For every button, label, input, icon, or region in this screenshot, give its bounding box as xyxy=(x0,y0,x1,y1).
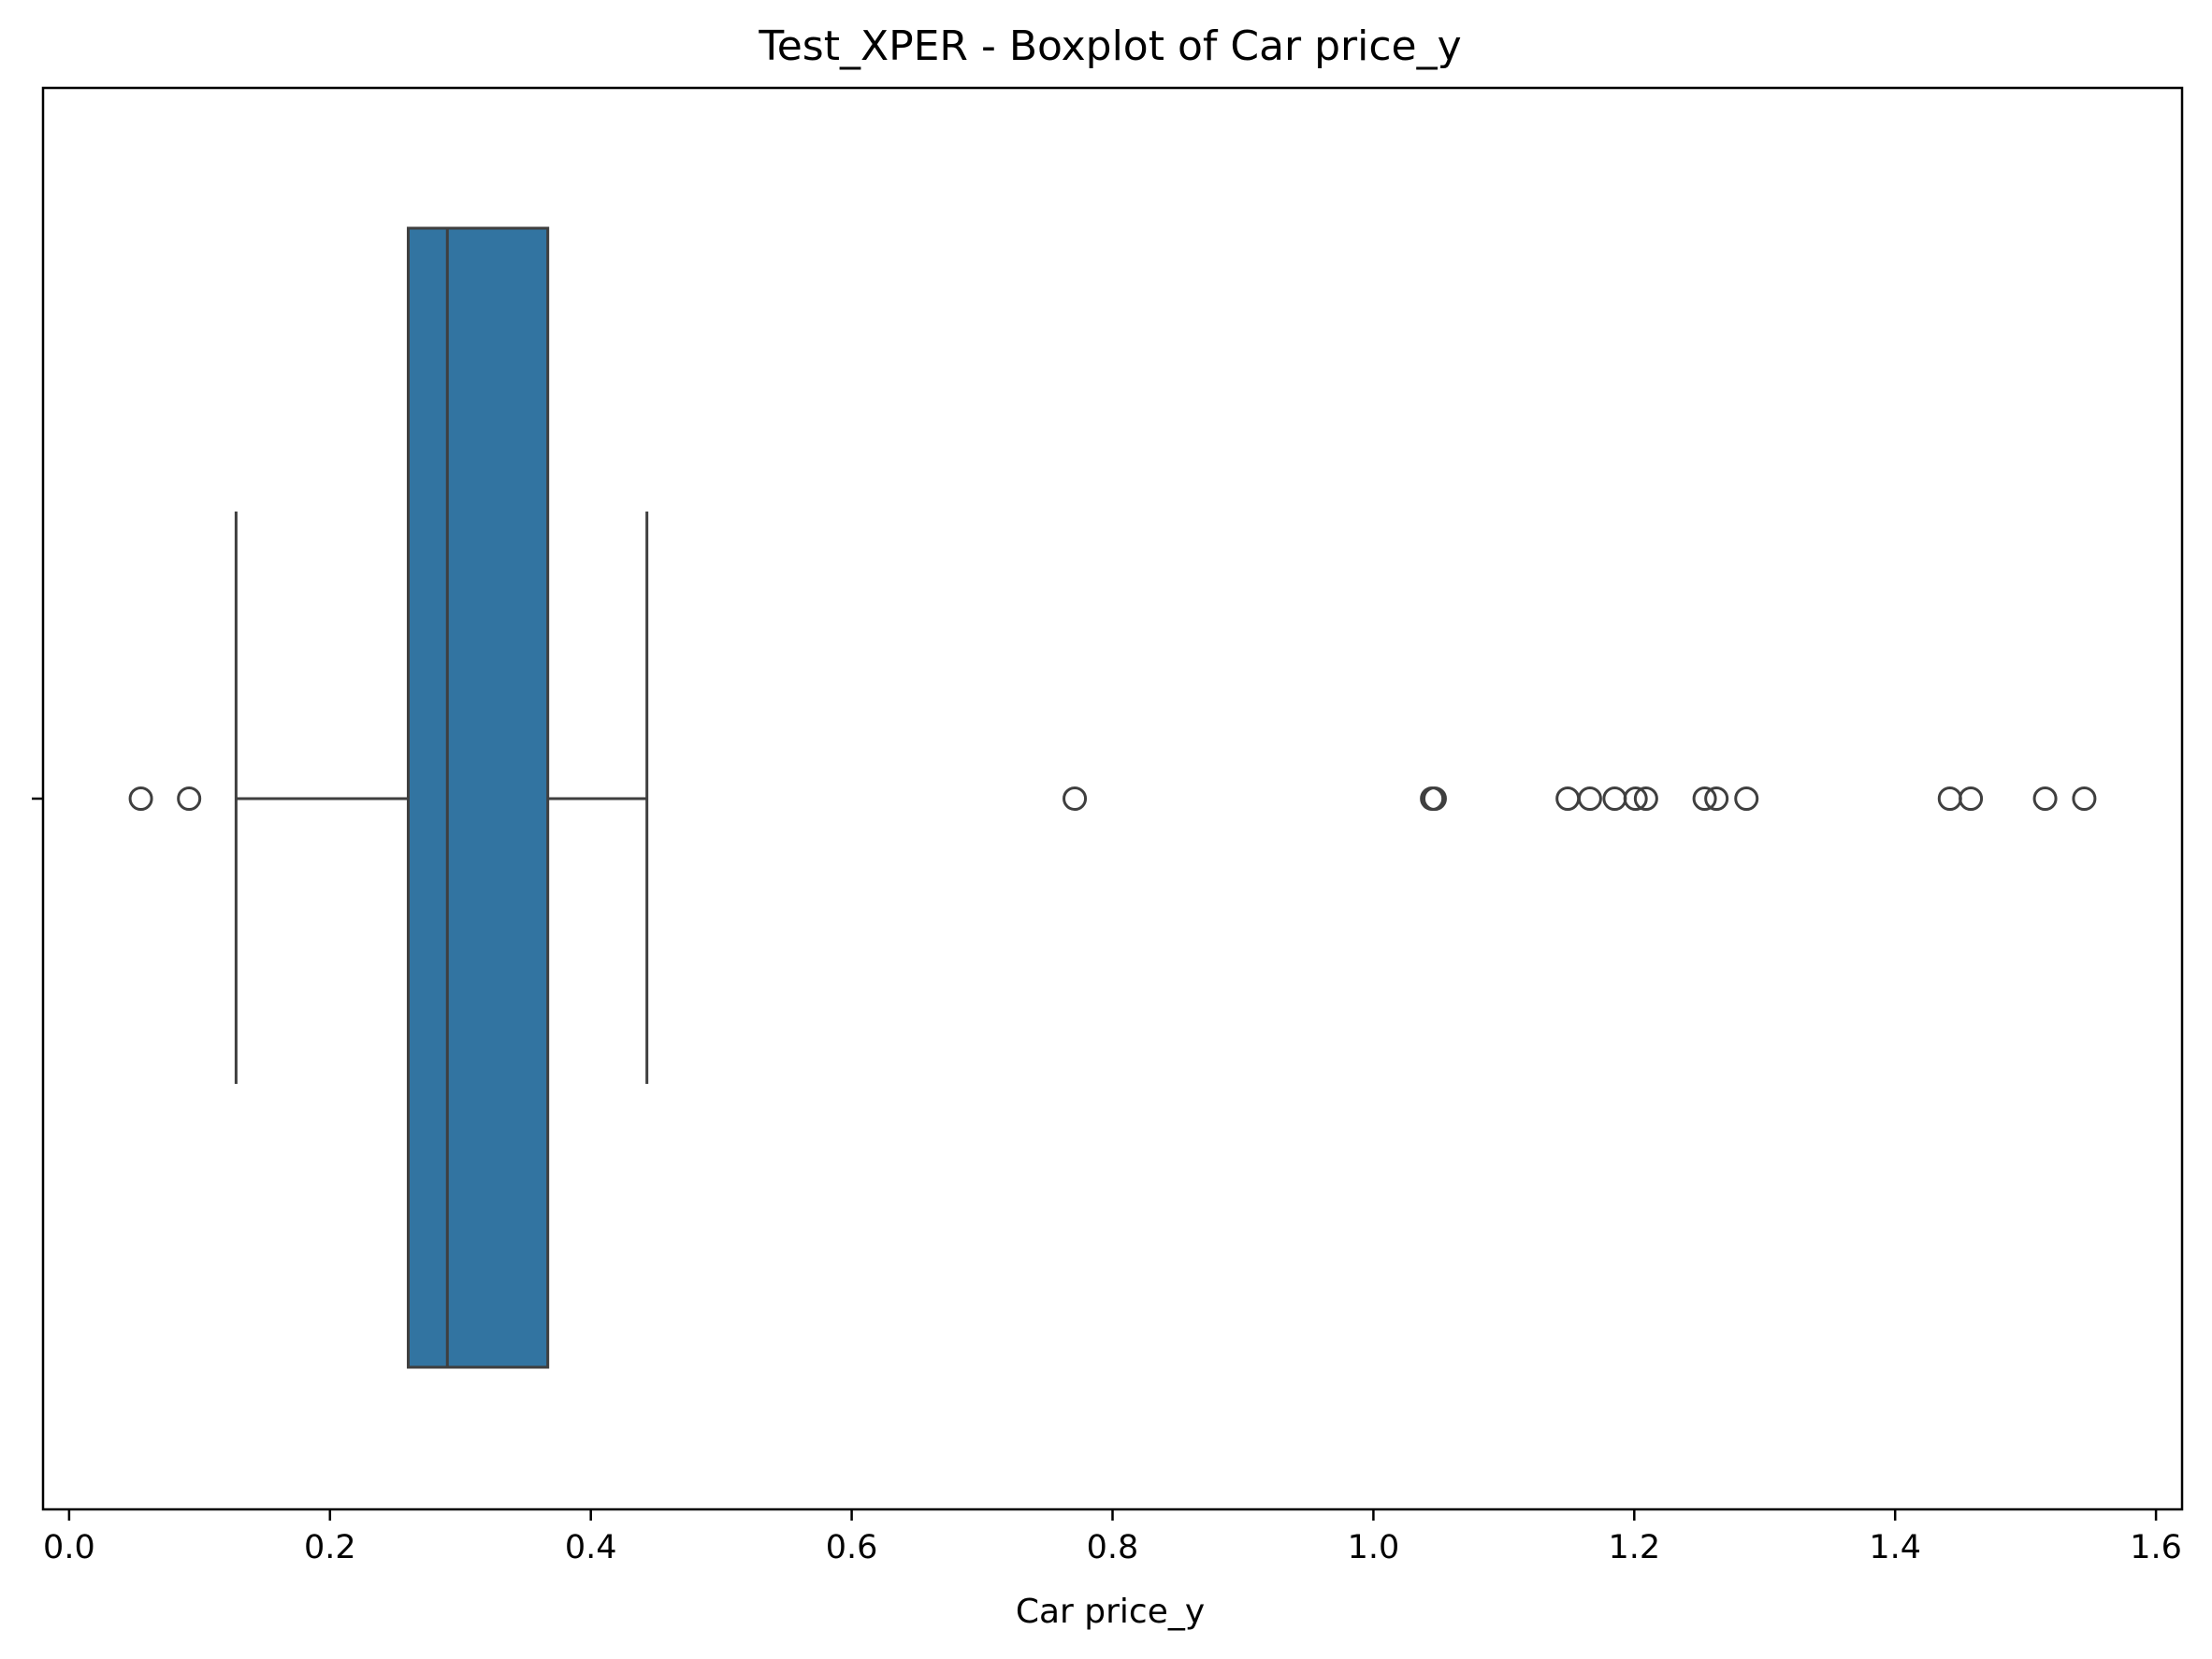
plot-area xyxy=(128,226,2097,1369)
outlier-point xyxy=(1623,786,1648,811)
outlier-point xyxy=(2072,786,2097,811)
x-axis: 0.0 0.2 0.4 0.6 0.8 1.0 1.2 1.4 1.6 xyxy=(43,1509,2182,1566)
outlier-point xyxy=(2032,786,2058,811)
x-tick-label: 1.0 xyxy=(1348,1529,1400,1566)
x-axis-label: Car price_y xyxy=(1016,1593,1205,1631)
interquartile-box xyxy=(406,226,550,1369)
outlier-point xyxy=(1063,786,1088,811)
outlier-point xyxy=(1692,786,1717,811)
x-tick-label: 0.8 xyxy=(1087,1529,1139,1566)
x-tick-label: 0.6 xyxy=(826,1529,878,1566)
x-tick-label: 0.2 xyxy=(304,1529,356,1566)
x-tick-label: 1.6 xyxy=(2130,1529,2182,1566)
x-tick-label: 1.4 xyxy=(1869,1529,1921,1566)
outlier-point xyxy=(1577,786,1602,811)
outlier-point xyxy=(177,786,202,811)
x-tick-label: 0.0 xyxy=(43,1529,95,1566)
outlier-point xyxy=(1633,786,1658,811)
outlier-point xyxy=(128,786,153,811)
outlier-point xyxy=(1959,786,1984,811)
x-tick-label: 1.2 xyxy=(1608,1529,1660,1566)
outlier-point xyxy=(1734,786,1759,811)
outlier-point xyxy=(1704,786,1729,811)
x-tick-label: 0.4 xyxy=(565,1529,617,1566)
chart-title: Test_XPER - Boxplot of Car price_y xyxy=(758,22,1461,70)
outlier-point xyxy=(1422,786,1447,811)
